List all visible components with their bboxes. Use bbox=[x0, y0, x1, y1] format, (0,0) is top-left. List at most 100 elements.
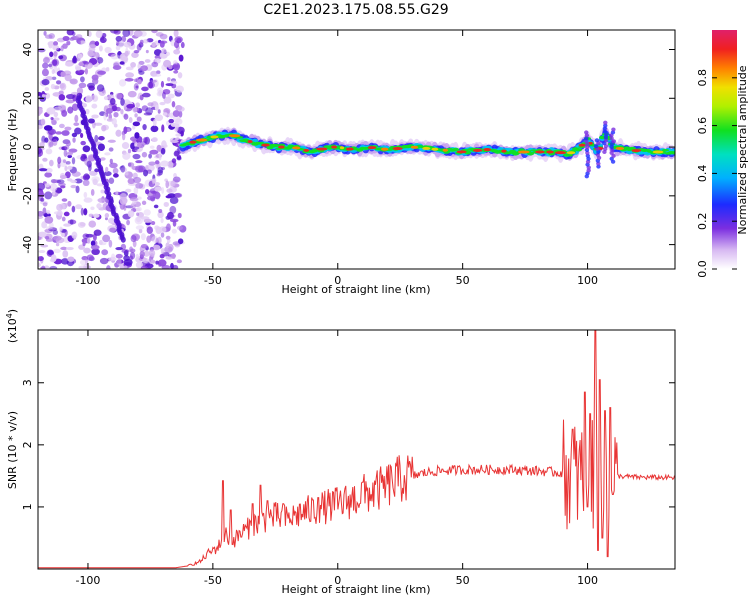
spectrogram-noise-speck bbox=[133, 50, 140, 54]
spectrogram-noise-speck bbox=[165, 242, 170, 249]
spectrogram-noise-speck bbox=[99, 242, 107, 246]
spectrogram-noise-speck bbox=[58, 182, 66, 187]
spectrogram-noise-speck bbox=[77, 221, 86, 228]
snr-x-tick-label: 0 bbox=[334, 574, 341, 587]
spectrogram-peak-cell bbox=[261, 143, 270, 147]
spectrogram-noise-speck bbox=[113, 173, 119, 178]
spectrogram-noise-speck bbox=[65, 93, 75, 100]
spectrogram-noise-speck bbox=[38, 262, 41, 268]
spectrogram-signal-cell bbox=[509, 149, 517, 153]
spectrogram-noise-speck bbox=[142, 257, 150, 263]
spectrogram-noise-speck bbox=[153, 49, 162, 56]
spectrogram-noise-speck bbox=[137, 79, 142, 85]
spectrogram-noise-speck bbox=[135, 253, 139, 260]
spectrogram-noise-speck bbox=[151, 42, 157, 48]
spectrogram-noise-speck bbox=[99, 45, 103, 52]
spectrogram-noise-speck bbox=[97, 70, 106, 75]
spectrogram-noise-speck bbox=[64, 165, 68, 172]
spectrogram-noise-speck bbox=[153, 204, 159, 209]
spectrogram-noise-speck bbox=[53, 50, 58, 57]
spectrogram-noise-speck bbox=[69, 78, 78, 85]
spectrogram-noise-speck bbox=[157, 259, 167, 267]
spectrogram-disturbance-cell bbox=[585, 162, 590, 167]
spectrogram-peak-cell bbox=[501, 149, 507, 153]
spectrogram-noise-speck bbox=[59, 226, 63, 232]
snr-frame bbox=[37, 329, 676, 570]
spectrogram-noise-speck bbox=[173, 30, 179, 38]
spectrogram-noise-speck bbox=[49, 159, 54, 167]
spectrogram-noise-speck bbox=[168, 118, 175, 124]
spectrogram-noise-speck bbox=[102, 234, 111, 243]
spectrogram-noise-speck bbox=[50, 254, 57, 262]
spectrogram-noise-speck bbox=[55, 80, 62, 85]
spectrogram-noise-speck bbox=[146, 169, 152, 174]
spectrogram-noise-speck bbox=[38, 91, 42, 97]
spectrogram-noise-speck bbox=[139, 39, 144, 45]
spectrogram-noise-speck bbox=[64, 73, 72, 82]
spectrogram-peak-cell bbox=[367, 146, 377, 150]
spectrogram-noise-speck bbox=[127, 148, 132, 154]
spectrogram-noise-speck bbox=[86, 160, 92, 168]
spectrogram-noise-speck bbox=[165, 180, 170, 189]
spectrogram-noise-speck bbox=[152, 118, 157, 127]
spectrogram-noise-speck bbox=[166, 238, 171, 243]
spectrogram-peak-cell bbox=[473, 148, 483, 152]
spectrogram-noise-speck bbox=[82, 179, 90, 187]
spectrogram-noise-speck bbox=[75, 204, 83, 210]
spectrogram-noise-speck bbox=[160, 248, 165, 253]
spectrogram-noise-speck bbox=[175, 133, 182, 137]
spectrogram-noise-speck bbox=[83, 61, 90, 65]
spectrogram-noise-speck bbox=[171, 158, 177, 164]
spectrogram-noise-speck bbox=[80, 207, 84, 216]
spectrogram-disturbance-cell bbox=[596, 164, 601, 169]
spectrogram-noise-speck bbox=[140, 265, 148, 269]
spectrogram-noise-speck bbox=[38, 250, 46, 254]
spectrogram-disturbance-cell bbox=[602, 141, 607, 146]
spectrogram-noise-speck bbox=[43, 31, 47, 36]
spectrogram-noise-speck bbox=[95, 30, 103, 38]
spectrogram-noise-speck bbox=[90, 189, 95, 196]
spectrogram-noise-speck bbox=[163, 201, 169, 207]
spectrogram-y-tick-label: 40 bbox=[21, 43, 34, 57]
spectrogram-noise-speck bbox=[109, 158, 113, 164]
spectrogram-noise-speck bbox=[96, 203, 102, 209]
spectrogram-noise-speck bbox=[141, 200, 147, 206]
spectrogram-disturbance-cell bbox=[603, 135, 609, 140]
spectrogram-noise-speck bbox=[176, 37, 182, 44]
spectrogram-noise-speck bbox=[64, 126, 72, 131]
spectrogram-noise-speck bbox=[79, 76, 85, 83]
spectrogram-noise-speck bbox=[133, 30, 143, 38]
spectrogram-noise-speck bbox=[82, 241, 86, 247]
spectrogram-noise-speck bbox=[152, 244, 161, 251]
spectrogram-noise-speck bbox=[45, 226, 53, 230]
spectrogram-noise-speck bbox=[136, 212, 140, 217]
spectrogram-noise-speck bbox=[156, 173, 161, 177]
spectrogram-noise-speck bbox=[142, 38, 149, 44]
spectrogram-noise-speck bbox=[115, 129, 122, 137]
spectrogram-noise-speck bbox=[170, 80, 178, 85]
spectrogram-noise-speck bbox=[138, 70, 145, 75]
spectrogram-noise-speck bbox=[118, 79, 127, 87]
spectrogram-noise-speck bbox=[150, 79, 157, 83]
spectrogram-disturbance-cell bbox=[609, 156, 614, 161]
spectrogram-noise-speck bbox=[126, 128, 131, 132]
spectrogram-noise-speck bbox=[53, 117, 60, 121]
spectrogram-noise-speck bbox=[83, 247, 91, 254]
spectrogram-noise-speck bbox=[175, 118, 183, 125]
spectrogram-noise-speck bbox=[58, 104, 67, 110]
spectrogram-noise-speck bbox=[155, 260, 159, 265]
spectrogram-peak-cell bbox=[410, 145, 419, 149]
spectrogram-disturbance-cell bbox=[611, 139, 616, 144]
spectrogram-noise-speck bbox=[52, 92, 62, 97]
spectrogram-noise-speck bbox=[104, 213, 110, 218]
spectrogram-noise-speck bbox=[44, 92, 51, 99]
spectrogram-noise-speck bbox=[79, 40, 86, 45]
spectrogram-noise-speck bbox=[82, 175, 87, 181]
spectrogram-noise-speck bbox=[161, 124, 165, 133]
spectrogram-noise-speck bbox=[109, 162, 118, 169]
spectrogram-noise-speck bbox=[112, 167, 119, 174]
spectrogram-noise-speck bbox=[60, 246, 67, 251]
spectrogram-noise-speck bbox=[111, 253, 116, 260]
spectrogram-noise-speck bbox=[175, 85, 184, 93]
spectrogram-noise-speck bbox=[177, 106, 185, 112]
